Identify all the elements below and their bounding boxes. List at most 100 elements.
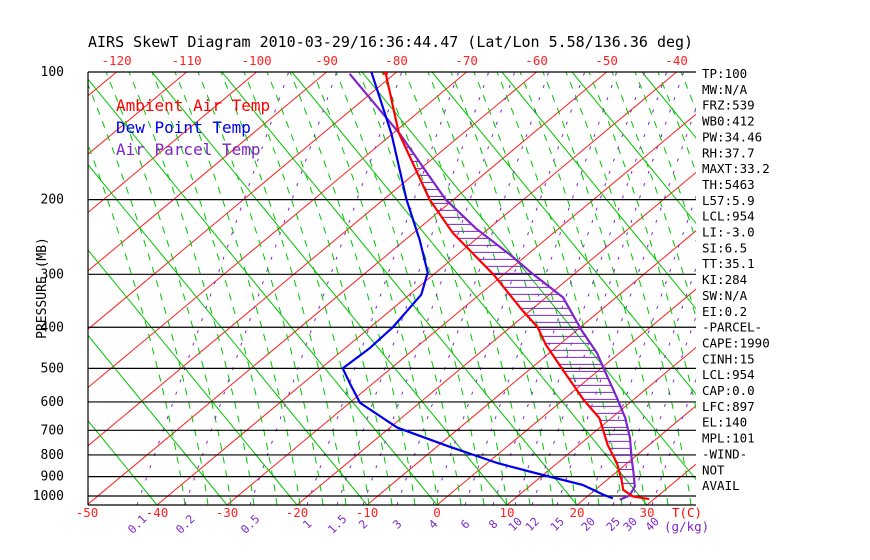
moist-adiabat-line [634, 72, 696, 243]
moist-adiabat-line [796, 72, 870, 505]
moist-adiabat-line [611, 72, 696, 320]
moist-adiabat-line [88, 143, 186, 505]
temp-tick-label-bottom: 10 [499, 505, 514, 520]
temp-tick-label-top: -100 [242, 53, 272, 68]
legend-dew-point-temp: Dew Point Temp [116, 118, 251, 137]
sounding-stat: RH:37.7 [702, 145, 755, 160]
moist-adiabat-line [496, 72, 623, 505]
moist-adiabat-line [335, 72, 462, 505]
mixing-ratio-tick-label: 6 [458, 517, 473, 532]
isotherm-line [156, 72, 677, 505]
cape-hatch-area [402, 139, 635, 484]
pressure-tick-label: 600 [41, 395, 64, 410]
x-axis-label-temperature: T(C) [672, 505, 702, 520]
moist-adiabat-line [128, 72, 255, 505]
mixing-ratio-line [336, 72, 490, 505]
moist-adiabat-line [865, 72, 870, 505]
sounding-stat: -WIND- [702, 446, 747, 461]
isotherm-line [436, 288, 696, 505]
sounding-stat: PW:34.46 [702, 129, 762, 144]
stats-panel: TP:100MW:N/AFRZ:539WB0:412PW:34.46RH:37.… [702, 66, 770, 493]
temp-tick-label-bottom: 30 [639, 505, 654, 520]
pressure-tick-label: 400 [41, 320, 64, 335]
pressure-tick-label: 100 [41, 65, 64, 80]
dry-adiabat-line [501, 72, 696, 310]
temp-tick-label-top: -70 [455, 53, 478, 68]
mixing-ratio-tick-label: 8 [486, 517, 501, 532]
moist-adiabat-line [197, 72, 324, 505]
sounding-stat: EL:140 [702, 415, 747, 430]
isotherm-line [88, 72, 257, 214]
dewpoint-curve [341, 72, 614, 500]
sounding-stat: L57:5.9 [702, 193, 755, 208]
ambient-temp-curve [384, 72, 650, 501]
sounding-stat: TH:5463 [702, 177, 755, 192]
sounding-stat: WB0:412 [702, 114, 755, 129]
moist-adiabat-line [519, 72, 646, 505]
temp-tick-label-top: -50 [595, 53, 618, 68]
sounding-stat: MW:N/A [702, 82, 748, 97]
mixing-ratio-line [362, 72, 516, 505]
moist-adiabat-line [750, 72, 870, 505]
moist-adiabat-line [588, 72, 696, 411]
isotherm-line [88, 72, 117, 97]
moist-adiabat-line [773, 72, 870, 505]
temp-tick-label-bottom: -10 [356, 505, 379, 520]
temp-tick-label-top: -60 [525, 53, 548, 68]
moist-adiabat-line [657, 72, 696, 174]
ambient-top-marker [382, 72, 388, 75]
sounding-stat: LFC:897 [702, 399, 755, 414]
mixing-ratio-tick-label: 15 [547, 514, 567, 534]
moist-adiabat-line [358, 72, 485, 505]
sounding-stat: MPL:101 [702, 431, 755, 446]
moist-adiabat-line [565, 72, 692, 505]
sounding-stat: LCL:954 [702, 367, 755, 382]
moist-adiabat-line [819, 72, 870, 505]
moist-adiabat-line [404, 72, 531, 505]
sounding-stat: KI:284 [702, 272, 747, 287]
sounding-stat: TP:100 [702, 66, 747, 81]
pressure-tick-label: 900 [41, 470, 64, 485]
mixing-ratio-tick-label: 1.5 [325, 512, 350, 537]
sounding-stat: MAXT:33.2 [702, 161, 770, 176]
isotherm-line [296, 171, 696, 505]
isotherm-line [88, 72, 187, 155]
moist-adiabat-line [842, 72, 870, 505]
pressure-tick-label: 500 [41, 361, 64, 376]
moist-adiabat-line [473, 72, 600, 505]
dry-adiabat-line [431, 72, 696, 395]
temp-tick-label-top: -40 [665, 53, 688, 68]
sounding-stat: AVAIL [702, 478, 740, 493]
moist-adiabat-line [450, 72, 577, 505]
isotherm-line [576, 405, 696, 505]
temp-tick-label-bottom: -20 [286, 505, 309, 520]
mixing-ratio-line [556, 106, 696, 505]
mixing-ratio-tick-label: 0.5 [238, 512, 263, 537]
moist-adiabat-line [427, 72, 554, 505]
sounding-stat: LI:-3.0 [702, 225, 755, 240]
sounding-stat: SW:N/A [702, 288, 748, 303]
temp-tick-label-bottom: -50 [76, 505, 99, 520]
dry-adiabat-line [88, 420, 158, 505]
isotherm-line [88, 72, 607, 505]
mixing-ratio-tick-label: 3 [390, 517, 405, 532]
mixing-ratio-line [396, 72, 550, 505]
dry-adiabat-line [361, 72, 696, 481]
moist-adiabat-line [220, 72, 347, 505]
dry-adiabat-line [571, 72, 696, 225]
isotherm-line [88, 72, 397, 330]
temp-tick-label-bottom: -40 [146, 505, 169, 520]
mixing-ratio-tick-label: 30 [620, 514, 640, 534]
legend-ambient-air-temp: Ambient Air Temp [116, 96, 270, 115]
dry-adiabat-line [782, 72, 870, 505]
mixing-ratio-tick-label: 0.2 [173, 512, 198, 537]
temp-tick-label-bottom: 20 [569, 505, 584, 520]
mixing-ratio-tick-label: 12 [522, 514, 542, 534]
sounding-stat: SI:6.5 [702, 240, 747, 255]
moist-adiabat-line [105, 72, 232, 505]
temp-tick-label-top: -90 [315, 53, 338, 68]
isotherm-grid [88, 72, 696, 505]
dry-adiabat-line [88, 163, 368, 505]
dry-adiabat-line [88, 78, 438, 505]
